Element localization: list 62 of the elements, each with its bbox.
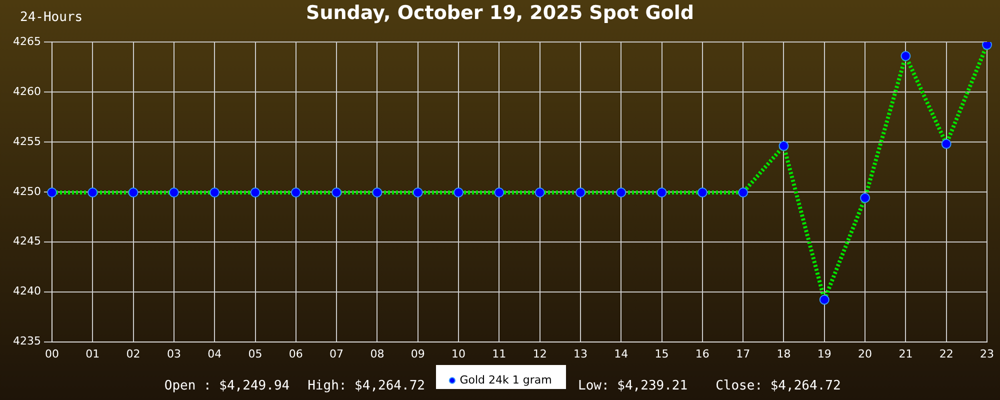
y-tick-label: 4255: [12, 134, 41, 148]
chart-subtitle: 24-Hours: [20, 10, 83, 25]
x-tick-label: 10: [452, 347, 466, 360]
point: [819, 294, 830, 305]
x-tick-label: 15: [654, 347, 669, 360]
x-tick-label: 13: [573, 347, 588, 360]
point: [332, 188, 342, 198]
point: [494, 188, 504, 198]
x-tick-label: 17: [736, 347, 750, 360]
point: [616, 188, 626, 198]
x-tick-label: 08: [370, 347, 384, 360]
point: [88, 188, 98, 198]
point: [778, 140, 789, 151]
x-tick-label: 12: [532, 347, 547, 360]
chart-title: Sunday, October 19, 2025 Spot Gold: [306, 2, 694, 24]
x-tick-label: 05: [248, 347, 262, 360]
point: [738, 188, 748, 198]
text: Low: $4,239.21: [578, 378, 688, 394]
x-tick-label: 09: [410, 347, 425, 360]
point: [860, 192, 870, 203]
point: [534, 188, 545, 198]
point: [168, 188, 179, 198]
x-tick-label: 23: [980, 347, 994, 360]
point: [250, 188, 260, 198]
point: [210, 188, 220, 198]
x-tick-label: 20: [858, 347, 872, 360]
text: Open : $4,249.94: [164, 378, 290, 394]
x-tick-label: 03: [166, 347, 181, 360]
x-tick-label: 11: [492, 347, 506, 360]
x-tick-label: 01: [86, 347, 100, 360]
point: [128, 188, 138, 198]
point: [982, 42, 992, 50]
x-tick-label: 16: [695, 347, 710, 360]
x-tick-label: 22: [939, 347, 954, 360]
point: [412, 188, 423, 198]
y-tick-label: 4245: [12, 234, 41, 248]
x-tick-label: 04: [208, 347, 222, 360]
point: [46, 188, 57, 198]
x-tick-label: 00: [44, 347, 59, 360]
point: [575, 188, 586, 198]
point: [941, 138, 952, 149]
point: [372, 188, 382, 198]
x-tick-label: 07: [330, 347, 344, 360]
y-tick-label: 4240: [12, 284, 41, 298]
point: [454, 188, 464, 198]
x-tick-label: 18: [776, 347, 791, 360]
text: High: $4,264.72: [308, 378, 425, 394]
y-tick-label: 4260: [12, 84, 41, 98]
point: [697, 188, 708, 198]
y-tick-label: 4265: [12, 34, 41, 48]
x-tick-label: 21: [898, 347, 913, 360]
point: [656, 188, 667, 198]
x-tick-label: 02: [126, 347, 140, 360]
x-tick-label: 14: [614, 347, 628, 360]
x-tick-label: 19: [817, 347, 832, 360]
x-tick-label: 06: [288, 347, 303, 360]
point: [900, 50, 911, 61]
y-tick-label: 4235: [12, 334, 41, 348]
text: Close: $4,264.72: [716, 378, 841, 394]
point: [290, 188, 301, 198]
legend-label: Gold 24k 1 gram: [460, 373, 552, 386]
y-tick-label: 4250: [12, 184, 41, 198]
